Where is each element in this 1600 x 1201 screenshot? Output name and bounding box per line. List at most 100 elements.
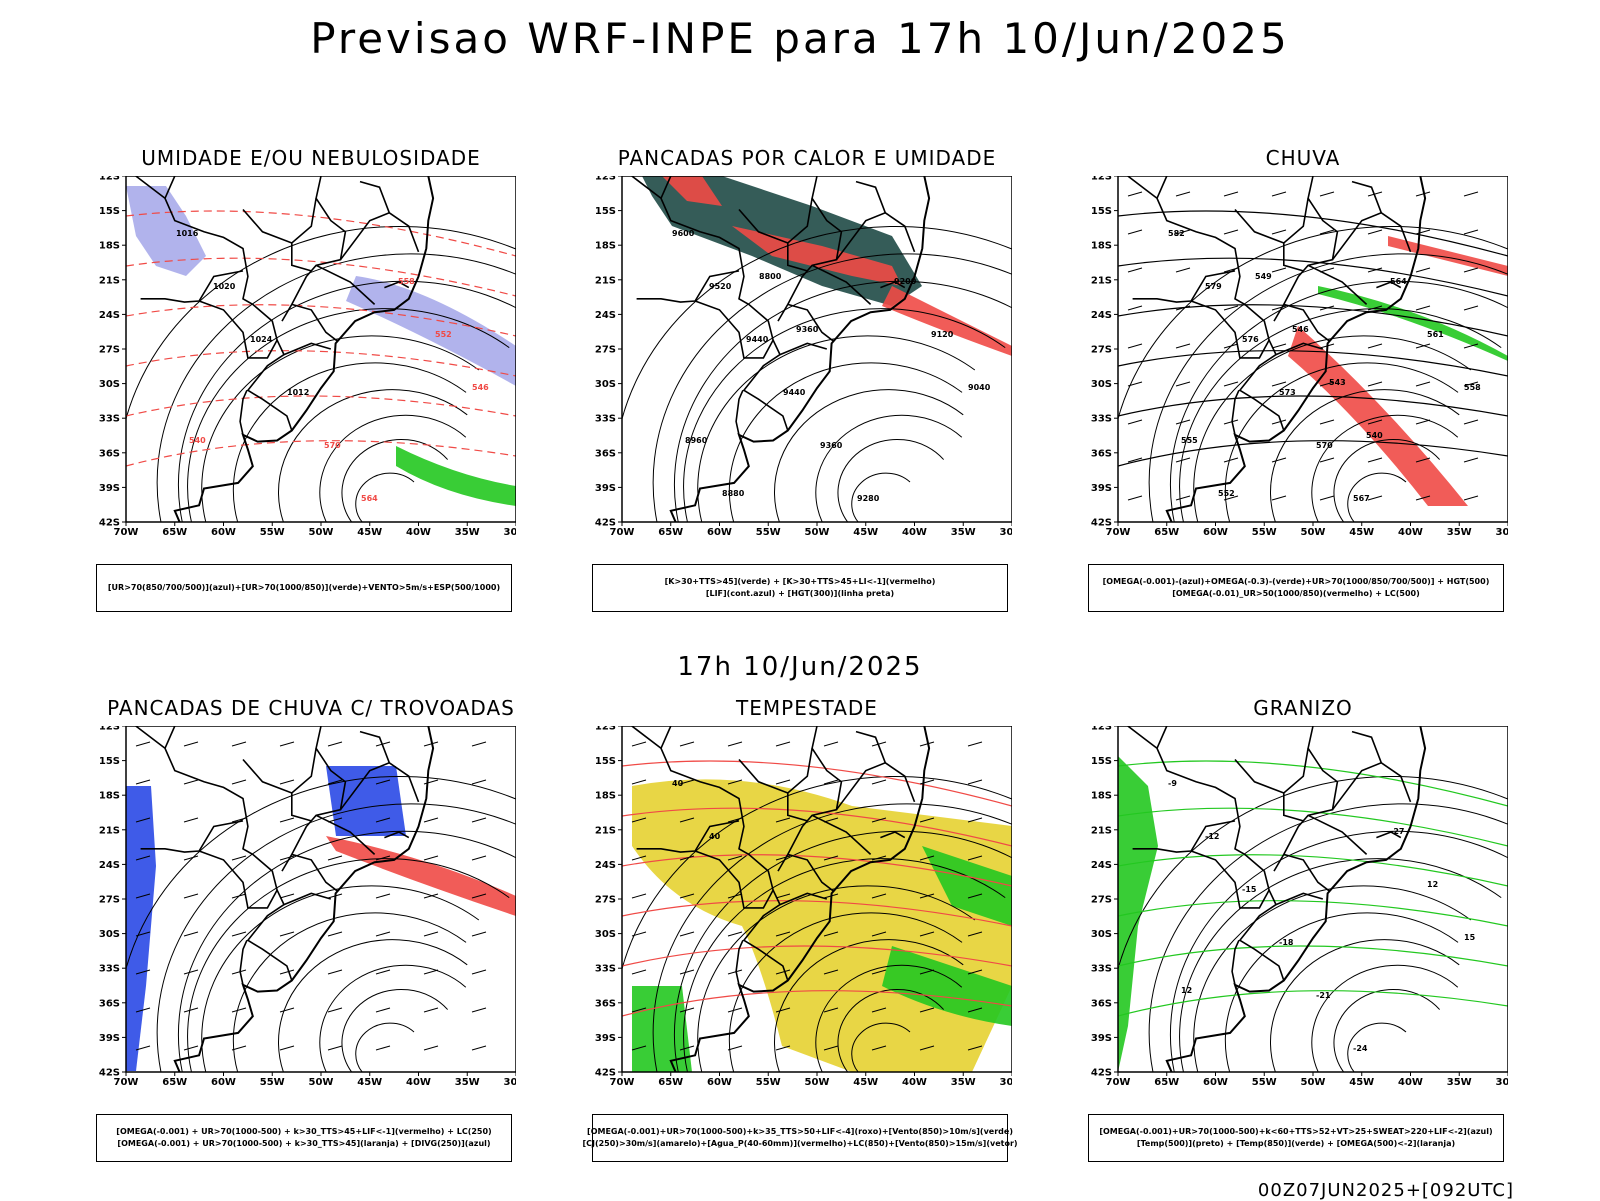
border-line <box>1156 726 1168 749</box>
border-line <box>1376 831 1402 839</box>
wind-arrow <box>423 855 439 861</box>
wind-arrow <box>1271 381 1287 387</box>
contour-label: 8880 <box>722 489 745 498</box>
panel-legend: [OMEGA(-0.001)-(azul)+OMEGA(-0.3)-(verde… <box>1088 564 1504 612</box>
wind-arrow <box>727 817 743 823</box>
border-line <box>135 176 293 431</box>
plot-inner <box>126 726 516 1072</box>
wind-arrow <box>967 931 983 937</box>
wind-arrow <box>1223 381 1239 387</box>
contour-line <box>1118 226 1508 422</box>
y-tick-label: 39S <box>1091 1033 1112 1044</box>
wind-arrow <box>631 855 647 861</box>
panel-legend: [OMEGA(-0.001)+UR>70(1000-500)+k>35_TTS>… <box>582 1114 1018 1162</box>
shaded-field <box>1118 756 1158 1072</box>
contour-label: 567 <box>1353 494 1370 503</box>
wind-arrow <box>775 779 791 785</box>
wind-arrow <box>871 817 887 823</box>
wind-arrow <box>1175 305 1191 311</box>
shaded-field <box>662 176 722 206</box>
contour-label: 564 <box>361 494 378 503</box>
wind-arrow <box>135 817 151 823</box>
y-tick-label: 30S <box>595 379 616 390</box>
wind-arrow <box>327 1045 343 1051</box>
y-tick-label: 33S <box>1091 964 1112 975</box>
contour-label: 9600 <box>672 229 695 238</box>
contour-line <box>1118 945 1508 967</box>
contour-line <box>1270 389 1460 522</box>
wind-arrow <box>231 931 247 937</box>
y-tick-label: 12S <box>1091 176 1112 183</box>
wind-arrow <box>1175 191 1191 197</box>
wind-arrow <box>1415 191 1431 197</box>
border-line <box>315 264 376 305</box>
x-tick-label: 40W <box>406 527 431 538</box>
wind-arrow <box>967 779 983 785</box>
y-tick-label: 27S <box>595 345 616 356</box>
contour-label: -27 <box>1390 827 1404 836</box>
border-line <box>1132 270 1236 303</box>
map-background <box>96 726 516 1102</box>
wind-arrow <box>375 779 391 785</box>
contour-label: 9520 <box>709 282 732 291</box>
contour-label: -12 <box>1205 832 1219 841</box>
contour-label: 9440 <box>783 388 806 397</box>
wind-arrow <box>871 855 887 861</box>
border-line <box>198 300 278 359</box>
wind-arrow <box>1175 457 1191 463</box>
shaded-field <box>346 276 516 386</box>
border-line <box>694 850 774 909</box>
y-tick-label: 24S <box>99 860 120 871</box>
wind-arrow <box>231 855 247 861</box>
plot-inner: -9 -12 -15 -18 -21 -24 -27 12 15 12 <box>1118 726 1508 1072</box>
shaded-field <box>326 836 516 916</box>
contour-label: -15 <box>1242 885 1257 894</box>
wind-arrow <box>967 741 983 747</box>
contour-line <box>1118 854 1508 887</box>
wind-arrow <box>679 741 695 747</box>
wind-arrow <box>727 741 743 747</box>
x-tick-label: 70W <box>1106 1077 1131 1088</box>
y-tick-label: 21S <box>1091 825 1112 836</box>
contour-line <box>622 990 1012 1017</box>
contour-line <box>1347 472 1407 522</box>
panel-granizo: GRANIZO -9 -12 -15 -18 -21 -24 -27 12 15 12 12S 15S… <box>1088 696 1518 1176</box>
wind-arrow <box>631 1007 647 1013</box>
wind-arrow <box>871 741 887 747</box>
contour-label: 546 <box>1292 325 1309 334</box>
border-line <box>140 270 244 303</box>
contour-label: 570 <box>324 441 341 450</box>
border-line <box>164 176 176 199</box>
wind-arrow <box>135 779 151 785</box>
contour-line <box>126 304 516 337</box>
wind-arrow <box>823 855 839 861</box>
border-line <box>855 730 887 764</box>
wind-arrow <box>1175 495 1191 501</box>
wind-arrow <box>1175 229 1191 235</box>
wind-arrow <box>471 931 487 937</box>
y-tick-label: 42S <box>595 1068 616 1079</box>
border-line <box>384 831 410 839</box>
wind-arrow <box>279 1007 295 1013</box>
y-tick-label: 33S <box>595 414 616 425</box>
y-tick-label: 15S <box>595 756 616 767</box>
y-tick-label: 30S <box>99 379 120 390</box>
x-tick-label: 55W <box>1252 1077 1277 1088</box>
wind-arrow <box>775 855 791 861</box>
x-tick-label: 30W <box>504 527 516 538</box>
contour-line <box>278 939 468 1072</box>
legend-line: [K>30+TTS>45](verde) + [K>30+TTS>45+LI<-… <box>664 577 936 586</box>
wind-arrow <box>631 741 647 747</box>
wind-arrow <box>1415 343 1431 349</box>
wind-arrow <box>727 779 743 785</box>
y-tick-label: 39S <box>1091 483 1112 494</box>
plot-group <box>126 726 516 1072</box>
border-line <box>787 853 835 892</box>
wind-arrow <box>279 779 295 785</box>
contour-label: 40 <box>709 832 721 841</box>
wind-arrow <box>1367 267 1383 273</box>
panel-umidade: UMIDADE E/OU NEBULOSIDADE 1016 1020 1024 10… <box>96 146 526 626</box>
plot-group: -9 -12 -15 -18 -21 -24 -27 12 15 12 <box>1118 726 1508 1072</box>
contour-label: 9360 <box>796 325 819 334</box>
border-line <box>164 726 176 749</box>
